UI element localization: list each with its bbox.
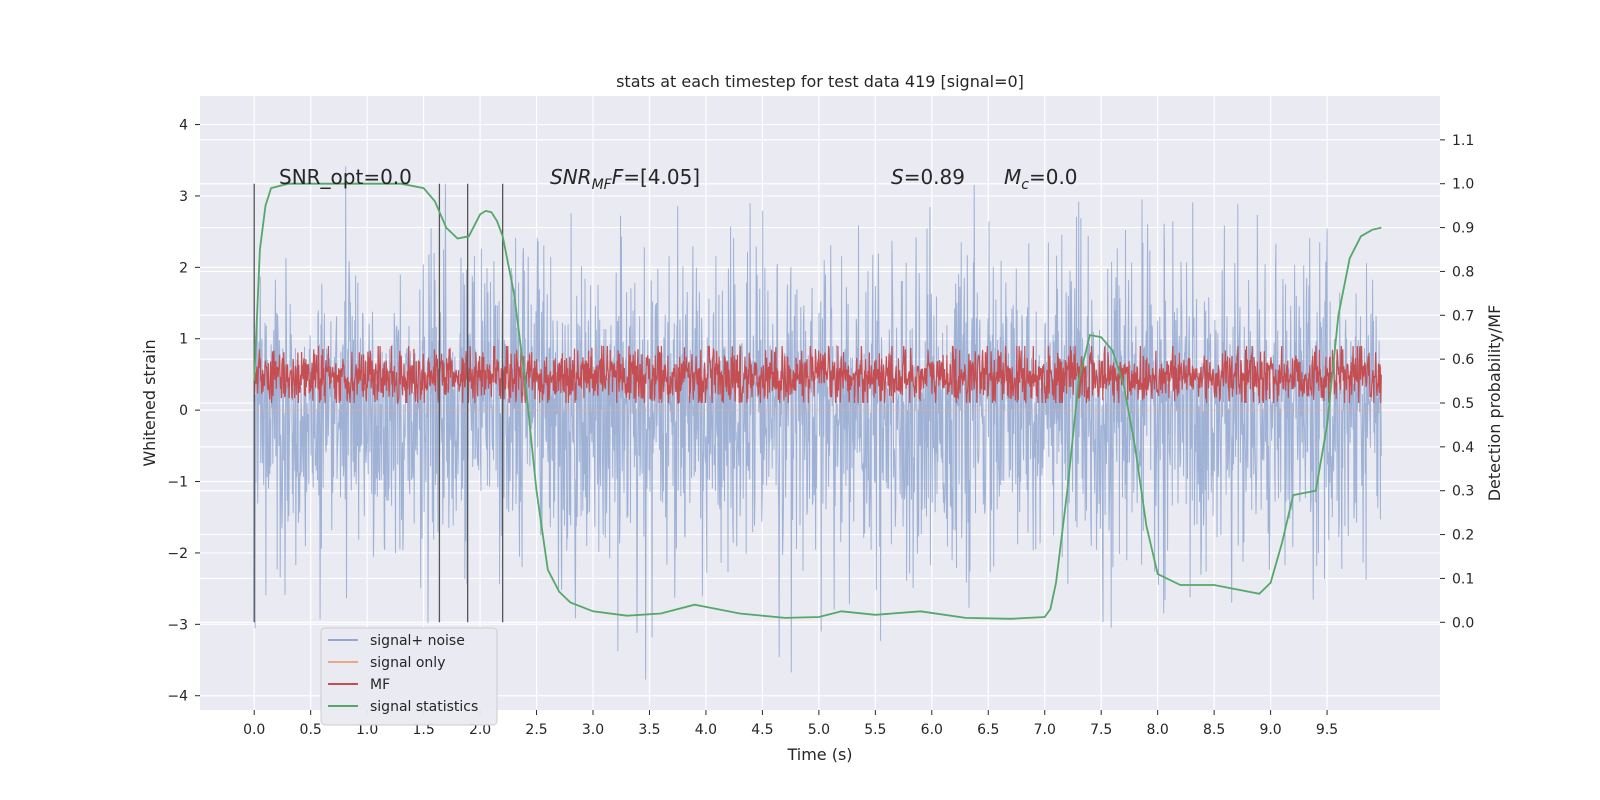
x-tick-label: 3.5 [638,722,660,738]
mf-series [253,345,1382,404]
legend-box [320,627,498,726]
x-tick-label: 1.0 [356,722,378,738]
y-tick-label: 3 [179,189,188,205]
x-axis-title: Time (s) [786,745,852,764]
y-right-tick-label: 0.1 [1452,571,1474,587]
y-tick-label: 1 [179,332,188,348]
y-right-tick-label: 0.7 [1452,308,1474,324]
y-right-tick-label: 1.1 [1452,133,1474,149]
y-tick-label: 4 [179,118,188,134]
x-tick-label: 8.0 [1147,722,1169,738]
x-tick-label: 3.0 [582,722,604,738]
annotation-snr-mf-main: SNR [550,165,592,189]
chart-title: stats at each timestep for test data 419… [616,72,1024,91]
legend-label-signal-noise: signal+ noise [370,633,465,649]
annotation-mc-main: M [1004,165,1021,189]
legend: signal+ noise signal only MF signal stat… [320,627,498,726]
legend-label-mf: MF [370,677,390,693]
y-tick-label: −1 [167,475,188,491]
annotation-mc-value: =0.0 [1029,165,1078,189]
signal-noise-line [253,166,1382,680]
x-tick-label: 9.5 [1316,722,1338,738]
y-right-tick-label: 0.3 [1452,484,1474,500]
y-right-tick-label: 0.5 [1452,396,1474,412]
x-tick-label: 1.5 [412,722,434,738]
annotation-s-value: =0.89 [904,165,965,189]
y-right-axis-title: Detection probability/MF [1485,305,1504,502]
annotation-mc: Mc=0.0 [1004,165,1078,193]
y-right-tick-label: 0.6 [1452,352,1474,368]
y-right-tick-label: 0.4 [1452,440,1474,456]
signal-statistics-line [253,182,1382,620]
y-right-tick-label: 0.8 [1452,264,1474,280]
y-right-tick-label: 0.9 [1452,221,1474,237]
mf-line [253,345,1382,404]
legend-label-signal-statistics: signal statistics [370,699,478,715]
annotation-snr-mf-sub: MF [592,177,613,193]
legend-label-signal-only: signal only [370,655,445,671]
signal-statistics-series [253,182,1382,620]
x-tick-label: 4.5 [751,722,773,738]
annotation-s-main: S [891,165,904,189]
y-right-tick-label: 1.0 [1452,177,1474,193]
x-tick-label: 2.0 [469,722,491,738]
x-tick-label: 0.0 [243,722,265,738]
x-tick-label: 4.0 [695,722,717,738]
annotations: SNR_opt=0.0 SNRMFF=[4.05] S=0.89 Mc=0.0 [279,165,1078,193]
y-tick-label: −3 [167,617,188,633]
x-tick-label: 8.5 [1203,722,1225,738]
x-tick-label: 0.5 [300,722,322,738]
y-tick-label: 0 [179,403,188,419]
annotation-s: S=0.89 [891,165,965,189]
y-right-tick-label: 0.2 [1452,528,1474,544]
x-tick-label: 7.0 [1034,722,1056,738]
vertical-markers [253,183,504,623]
signal-noise-series [253,166,1382,680]
x-tick-label: 6.5 [977,722,999,738]
y-tick-label: −4 [167,689,188,705]
y-axis-title: Whitened strain [140,339,159,466]
annotation-snr-opt: SNR_opt=0.0 [279,165,412,189]
x-tick-label: 5.0 [808,722,830,738]
annotation-snr-mf-value: =[4.05] [623,165,700,189]
ticks: 0.0 0.5 1.0 1.5 2.0 2.5 3.0 3.5 4.0 4.5 5.0 5.5 6.0 6… [167,118,1474,738]
y-tick-label: −2 [167,546,188,562]
x-tick-label: 5.5 [864,722,886,738]
x-tick-label: 9.0 [1259,722,1281,738]
annotation-snr-mf: SNRMFF=[4.05] [550,165,700,193]
x-tick-label: 7.5 [1090,722,1112,738]
x-tick-label: 6.0 [921,722,943,738]
annotation-snr-mf-f: F [612,165,624,189]
y-tick-label: 2 [179,260,188,276]
y-right-tick-label: 0.0 [1452,615,1474,631]
annotation-mc-sub: c [1021,177,1029,193]
x-tick-label: 2.5 [525,722,547,738]
